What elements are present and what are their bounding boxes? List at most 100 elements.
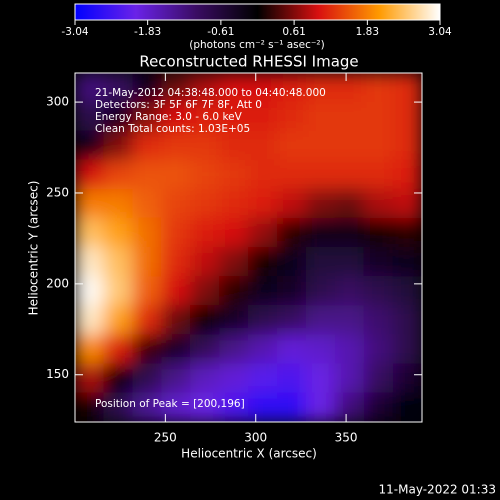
image-cell bbox=[190, 363, 221, 394]
image-cell bbox=[305, 247, 336, 278]
image-cell bbox=[363, 101, 394, 132]
image-cell bbox=[363, 305, 394, 336]
image-cell bbox=[75, 159, 105, 190]
annotation: Detectors: 3F 5F 6F 7F 8F, Att 0 bbox=[95, 99, 262, 111]
colorbar-tick-label: 0.61 bbox=[282, 26, 305, 38]
image-cell bbox=[248, 73, 278, 103]
image-cell bbox=[248, 188, 278, 219]
image-cell bbox=[190, 276, 221, 307]
image-cell bbox=[103, 392, 134, 422]
image-cell bbox=[190, 392, 221, 422]
image-cell bbox=[305, 392, 336, 422]
colorbar-tick-label: 3.04 bbox=[428, 26, 452, 38]
image-cell bbox=[334, 392, 365, 422]
image-cell bbox=[305, 334, 336, 365]
image-cell bbox=[334, 130, 365, 161]
image-cell bbox=[190, 188, 221, 219]
image-cell bbox=[363, 247, 394, 278]
y-tick-label: 250 bbox=[46, 185, 69, 199]
colorbar-tick-label: -0.61 bbox=[207, 26, 234, 38]
image-cell bbox=[103, 363, 134, 394]
image-cell bbox=[305, 276, 336, 307]
image-cell bbox=[248, 334, 278, 365]
image-cell bbox=[305, 188, 336, 219]
image-cell bbox=[132, 188, 163, 219]
image-cell bbox=[363, 334, 394, 365]
colorbar-tick-label: 1.83 bbox=[356, 26, 379, 38]
image-cell bbox=[305, 305, 336, 336]
image-cell bbox=[75, 188, 105, 219]
chart-title: Reconstructed RHESSI Image bbox=[139, 53, 358, 71]
image-cell bbox=[305, 363, 336, 394]
image-cell bbox=[161, 276, 192, 307]
footer: 11-May-2022 01:33 bbox=[379, 483, 496, 497]
image-cell bbox=[334, 363, 365, 394]
annotation: 21-May-2012 04:38:48.000 to 04:40:48.000 bbox=[95, 87, 326, 99]
image-cell bbox=[75, 334, 105, 365]
image-cell bbox=[334, 276, 365, 307]
image-cell bbox=[132, 247, 163, 278]
image-cell bbox=[219, 276, 249, 307]
image-cell bbox=[103, 188, 134, 219]
image-cell bbox=[103, 276, 134, 307]
image-cell bbox=[305, 73, 336, 103]
image-cell bbox=[75, 73, 105, 103]
image-cell bbox=[392, 130, 422, 161]
image-cell bbox=[334, 73, 365, 103]
x-tick-label: 250 bbox=[154, 431, 177, 445]
image-cell bbox=[219, 130, 249, 161]
image-cell bbox=[219, 188, 249, 219]
image-cell bbox=[161, 247, 192, 278]
y-tick-label: 300 bbox=[46, 95, 69, 109]
image-cell bbox=[392, 363, 422, 394]
image-cell bbox=[75, 247, 105, 278]
colorbar-tick-label: -1.83 bbox=[134, 26, 161, 38]
image-cell bbox=[75, 305, 105, 336]
image-cell bbox=[305, 130, 336, 161]
colorbar-label: (photons cm⁻² s⁻¹ asec⁻²) bbox=[189, 39, 324, 51]
image-cell bbox=[276, 305, 307, 336]
image-cell bbox=[363, 276, 394, 307]
image-cell bbox=[248, 247, 278, 278]
image-cell bbox=[161, 73, 192, 103]
x-tick-label: 350 bbox=[335, 431, 358, 445]
image-cell bbox=[248, 276, 278, 307]
image-cell bbox=[132, 130, 163, 161]
image-cell bbox=[392, 305, 422, 336]
image-cell bbox=[161, 363, 192, 394]
image-cell bbox=[363, 363, 394, 394]
y-tick-label: 200 bbox=[46, 276, 69, 290]
image-cell bbox=[363, 217, 394, 248]
image-cell bbox=[103, 101, 134, 132]
image-cell bbox=[132, 276, 163, 307]
image-cell bbox=[276, 363, 307, 394]
image-cell bbox=[334, 101, 365, 132]
image-cell bbox=[219, 101, 249, 132]
image-area bbox=[75, 73, 422, 422]
plot-frame bbox=[74, 72, 423, 423]
image-cell bbox=[276, 188, 307, 219]
image-cell bbox=[190, 130, 221, 161]
image-cell bbox=[248, 392, 278, 422]
x-axis-label: Heliocentric X (arcsec) bbox=[181, 447, 317, 461]
image-cell bbox=[276, 334, 307, 365]
image-cell bbox=[248, 130, 278, 161]
image-cell bbox=[334, 217, 365, 248]
image-cell bbox=[132, 217, 163, 248]
image-cell bbox=[190, 305, 221, 336]
image-cell bbox=[392, 276, 422, 307]
image-cell bbox=[334, 159, 365, 190]
image-cell bbox=[132, 101, 163, 132]
image-cell bbox=[190, 101, 221, 132]
image-cell bbox=[219, 305, 249, 336]
image-cell bbox=[305, 159, 336, 190]
image-cell bbox=[392, 247, 422, 278]
image-cell bbox=[248, 159, 278, 190]
image-cell bbox=[219, 159, 249, 190]
image-cell bbox=[276, 276, 307, 307]
image-cell bbox=[392, 334, 422, 365]
colorbar bbox=[74, 3, 441, 21]
image-cell bbox=[305, 217, 336, 248]
image-cell bbox=[103, 247, 134, 278]
